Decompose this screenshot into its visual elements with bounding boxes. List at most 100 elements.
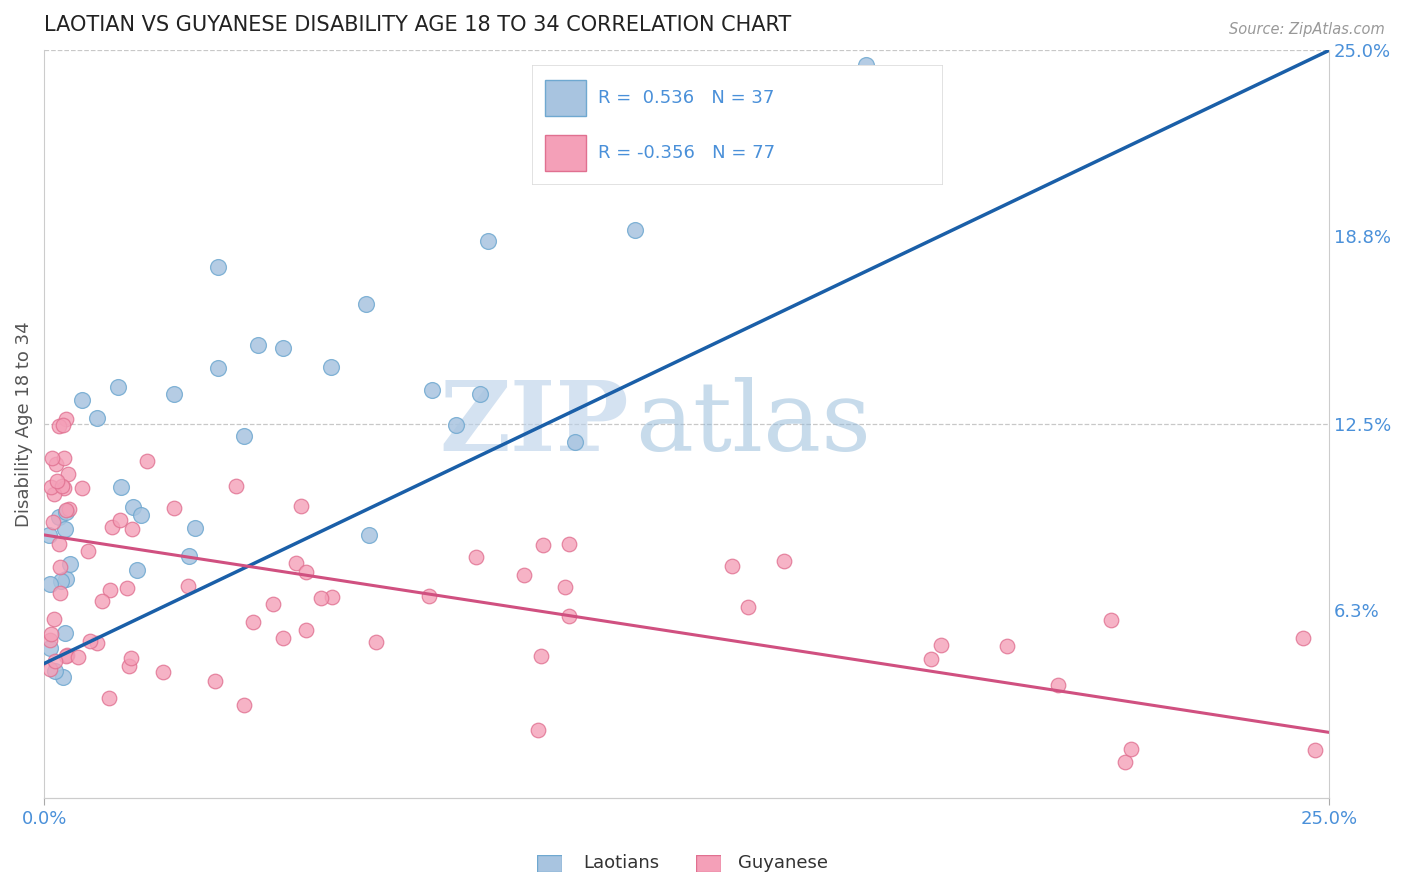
Point [163,501,186,516]
Point [721,558,744,573]
Point [558,609,581,624]
Point [55,505,77,519]
Point [558,537,581,551]
Point [86,636,108,650]
Point [51,479,73,493]
Text: LAOTIAN VS GUYANESE DISABILITY AGE 18 TO 34 CORRELATION CHART: LAOTIAN VS GUYANESE DISABILITY AGE 18 TO… [44,15,792,35]
Text: atlas: atlas [636,377,872,471]
Point [530,648,553,663]
Point [76,544,98,558]
Point [152,665,174,679]
Point [53,626,76,640]
Point [1292,631,1315,645]
Point [44,664,66,678]
Point [233,698,256,712]
Point [122,500,145,515]
Point [49,574,72,589]
Point [294,623,316,637]
Point [512,567,534,582]
Point [129,508,152,523]
Point [41,450,63,465]
Point [464,549,486,564]
Point [163,387,186,401]
Point [354,297,377,311]
Point [97,691,120,706]
Point [929,638,952,652]
Point [271,341,294,355]
Point [120,651,142,665]
Point [90,594,112,608]
Point [56,467,79,481]
Point [531,538,554,552]
Point [53,522,76,536]
Point [284,556,307,570]
Point [366,634,388,648]
Point [418,589,440,603]
Point [86,411,108,425]
Point [121,522,143,536]
Point [52,451,75,466]
Point [55,502,77,516]
Point [49,560,72,574]
Point [242,615,264,629]
Point [48,537,70,551]
Point [48,419,70,434]
Point [271,631,294,645]
Text: Laotians: Laotians [583,855,659,872]
Point [624,223,647,237]
Point [225,479,247,493]
Point [70,482,93,496]
Point [290,499,312,513]
Point [115,581,138,595]
Point [53,481,76,495]
Point [127,563,149,577]
Point [52,670,75,684]
Point [49,585,72,599]
Point [58,501,80,516]
Point [108,513,131,527]
Point [100,583,122,598]
Point [66,650,89,665]
Point [59,557,82,571]
Point [444,418,467,433]
Point [44,654,66,668]
Point [207,361,229,376]
Point [48,510,70,524]
Point [204,674,226,689]
Point [295,566,318,580]
Point [38,528,60,542]
Point [420,383,443,397]
Point [262,597,284,611]
Point [45,457,67,471]
Point [772,554,794,568]
Point [100,520,122,534]
Point [135,454,157,468]
Point [55,412,77,426]
Point [70,392,93,407]
Point [179,549,201,563]
Point [38,662,60,676]
Point [1121,742,1143,756]
Point [38,641,60,656]
Point [1305,743,1327,757]
Point [232,429,254,443]
Point [42,487,65,501]
Point [45,474,67,488]
Point [79,634,101,648]
Point [1101,613,1123,627]
Point [39,633,62,648]
Point [39,577,62,591]
Point [737,599,759,614]
Point [55,573,77,587]
Point [41,515,63,529]
Point [55,649,77,664]
Point [41,479,63,493]
Point [1114,755,1136,769]
Point [247,337,270,351]
Point [184,521,207,535]
Point [470,387,492,401]
Point [564,434,586,449]
Point [526,723,548,737]
Point [110,480,132,494]
Point [44,612,66,626]
